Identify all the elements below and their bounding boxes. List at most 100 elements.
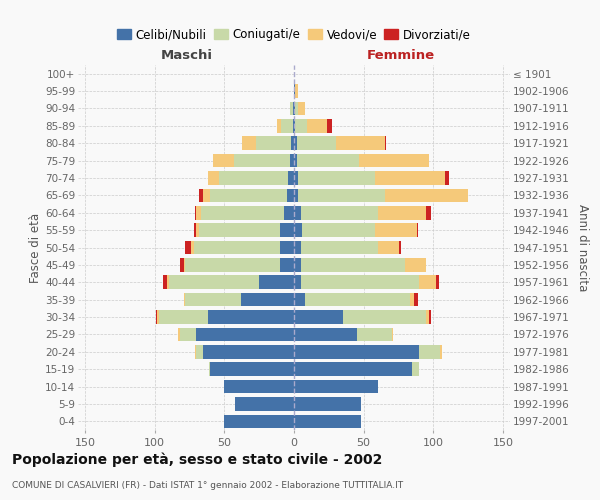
Bar: [185, 240, 191, 254]
Bar: [294, 171, 298, 185]
Bar: [159, 310, 208, 324]
Bar: [392, 328, 393, 341]
Bar: [301, 240, 377, 254]
Bar: [194, 224, 196, 237]
Bar: [294, 293, 305, 306]
Bar: [156, 310, 157, 324]
Bar: [414, 293, 418, 306]
Bar: [294, 397, 361, 410]
Bar: [191, 240, 194, 254]
Bar: [209, 362, 211, 376]
Bar: [281, 119, 293, 132]
Bar: [328, 119, 332, 132]
Bar: [293, 119, 294, 132]
Bar: [377, 240, 398, 254]
Text: Femmine: Femmine: [367, 48, 436, 62]
Bar: [195, 206, 196, 220]
Bar: [259, 276, 294, 289]
Bar: [196, 206, 200, 220]
Bar: [234, 154, 290, 168]
Bar: [200, 206, 284, 220]
Y-axis label: Fasce di età: Fasce di età: [29, 212, 42, 282]
Bar: [290, 102, 293, 115]
Bar: [208, 310, 294, 324]
Bar: [224, 414, 294, 428]
Bar: [287, 188, 294, 202]
Bar: [290, 154, 294, 168]
Bar: [277, 119, 281, 132]
Legend: Celibi/Nubili, Coniugati/e, Vedovi/e, Divorziati/e: Celibi/Nubili, Coniugati/e, Vedovi/e, Di…: [112, 24, 476, 46]
Bar: [412, 362, 419, 376]
Bar: [294, 310, 343, 324]
Bar: [410, 293, 414, 306]
Bar: [199, 188, 203, 202]
Bar: [445, 171, 449, 185]
Bar: [294, 380, 377, 394]
Bar: [294, 328, 357, 341]
Bar: [280, 240, 294, 254]
Bar: [298, 102, 305, 115]
Bar: [294, 136, 297, 150]
Bar: [385, 188, 468, 202]
Bar: [208, 171, 219, 185]
Bar: [211, 188, 287, 202]
Bar: [293, 102, 294, 115]
Bar: [377, 206, 427, 220]
Bar: [294, 345, 419, 358]
Bar: [298, 171, 375, 185]
Bar: [294, 154, 297, 168]
Bar: [294, 206, 301, 220]
Bar: [203, 345, 294, 358]
Bar: [419, 345, 440, 358]
Y-axis label: Anni di nascita: Anni di nascita: [576, 204, 589, 291]
Bar: [295, 84, 298, 98]
Text: Maschi: Maschi: [161, 48, 212, 62]
Bar: [343, 310, 427, 324]
Bar: [297, 154, 359, 168]
Bar: [196, 345, 203, 358]
Bar: [157, 310, 159, 324]
Bar: [301, 276, 419, 289]
Bar: [211, 362, 294, 376]
Bar: [302, 224, 375, 237]
Bar: [256, 136, 291, 150]
Text: COMUNE DI CASALVIERI (FR) - Dati ISTAT 1° gennaio 2002 - Elaborazione TUTTITALIA: COMUNE DI CASALVIERI (FR) - Dati ISTAT 1…: [12, 481, 403, 490]
Bar: [196, 224, 199, 237]
Bar: [163, 276, 167, 289]
Bar: [385, 136, 386, 150]
Bar: [294, 414, 361, 428]
Bar: [416, 224, 418, 237]
Bar: [406, 258, 427, 272]
Bar: [284, 206, 294, 220]
Bar: [196, 328, 294, 341]
Bar: [289, 171, 294, 185]
Bar: [427, 206, 431, 220]
Bar: [294, 119, 295, 132]
Bar: [184, 258, 185, 272]
Bar: [305, 293, 410, 306]
Bar: [375, 224, 416, 237]
Bar: [301, 258, 406, 272]
Bar: [180, 258, 184, 272]
Bar: [224, 380, 294, 394]
Bar: [440, 345, 442, 358]
Bar: [294, 276, 301, 289]
Bar: [242, 136, 256, 150]
Bar: [398, 240, 401, 254]
Bar: [291, 136, 294, 150]
Bar: [295, 119, 307, 132]
Bar: [429, 310, 431, 324]
Bar: [199, 224, 280, 237]
Bar: [427, 310, 429, 324]
Bar: [194, 240, 280, 254]
Bar: [280, 258, 294, 272]
Bar: [294, 240, 301, 254]
Bar: [178, 328, 180, 341]
Bar: [203, 188, 211, 202]
Bar: [294, 224, 302, 237]
Bar: [195, 345, 196, 358]
Bar: [294, 258, 301, 272]
Bar: [185, 293, 241, 306]
Bar: [294, 188, 298, 202]
Bar: [294, 102, 295, 115]
